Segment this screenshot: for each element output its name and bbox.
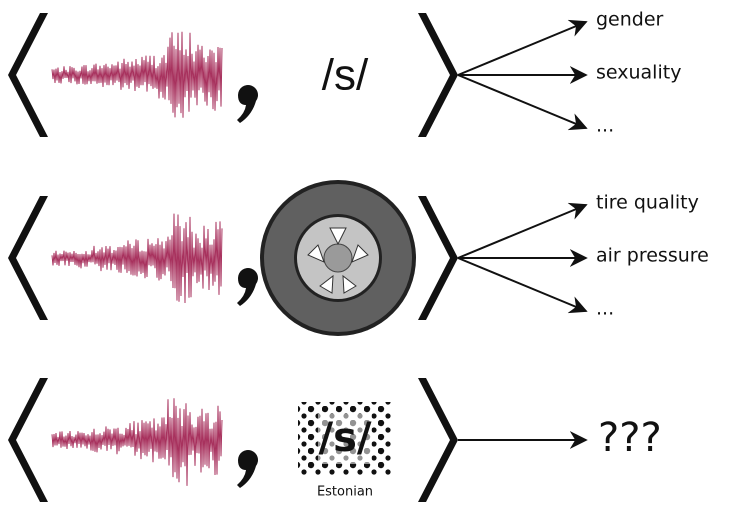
output-label: air pressure xyxy=(596,245,709,267)
comma xyxy=(237,450,258,488)
left-bracket xyxy=(8,378,48,502)
output-label: ??? xyxy=(598,415,662,461)
phoneme: /s/ xyxy=(322,51,369,100)
comma xyxy=(237,85,258,123)
diagram: /s/ Estonian /s/ gender sexuality... tire … xyxy=(0,0,732,506)
waveform xyxy=(52,32,222,118)
left-bracket xyxy=(8,196,48,320)
output-label: sexuality xyxy=(596,62,681,84)
hub xyxy=(324,244,352,272)
waveform xyxy=(52,398,222,486)
waveform xyxy=(52,214,222,303)
output-label: tire quality xyxy=(596,192,699,214)
arrow xyxy=(458,75,586,128)
right-bracket xyxy=(418,196,458,320)
right-bracket xyxy=(418,378,458,502)
arrow xyxy=(458,258,586,311)
right-bracket xyxy=(418,13,458,137)
output-label: ... xyxy=(596,298,614,320)
comma xyxy=(237,268,258,306)
output-label: ... xyxy=(596,115,614,137)
noisy-phoneme: /s/ xyxy=(318,415,371,461)
arrow xyxy=(458,205,586,258)
tire-icon xyxy=(260,180,416,336)
output-label: gender xyxy=(596,9,664,31)
left-bracket xyxy=(8,13,48,137)
arrow xyxy=(458,22,586,75)
caption: Estonian xyxy=(317,485,373,500)
